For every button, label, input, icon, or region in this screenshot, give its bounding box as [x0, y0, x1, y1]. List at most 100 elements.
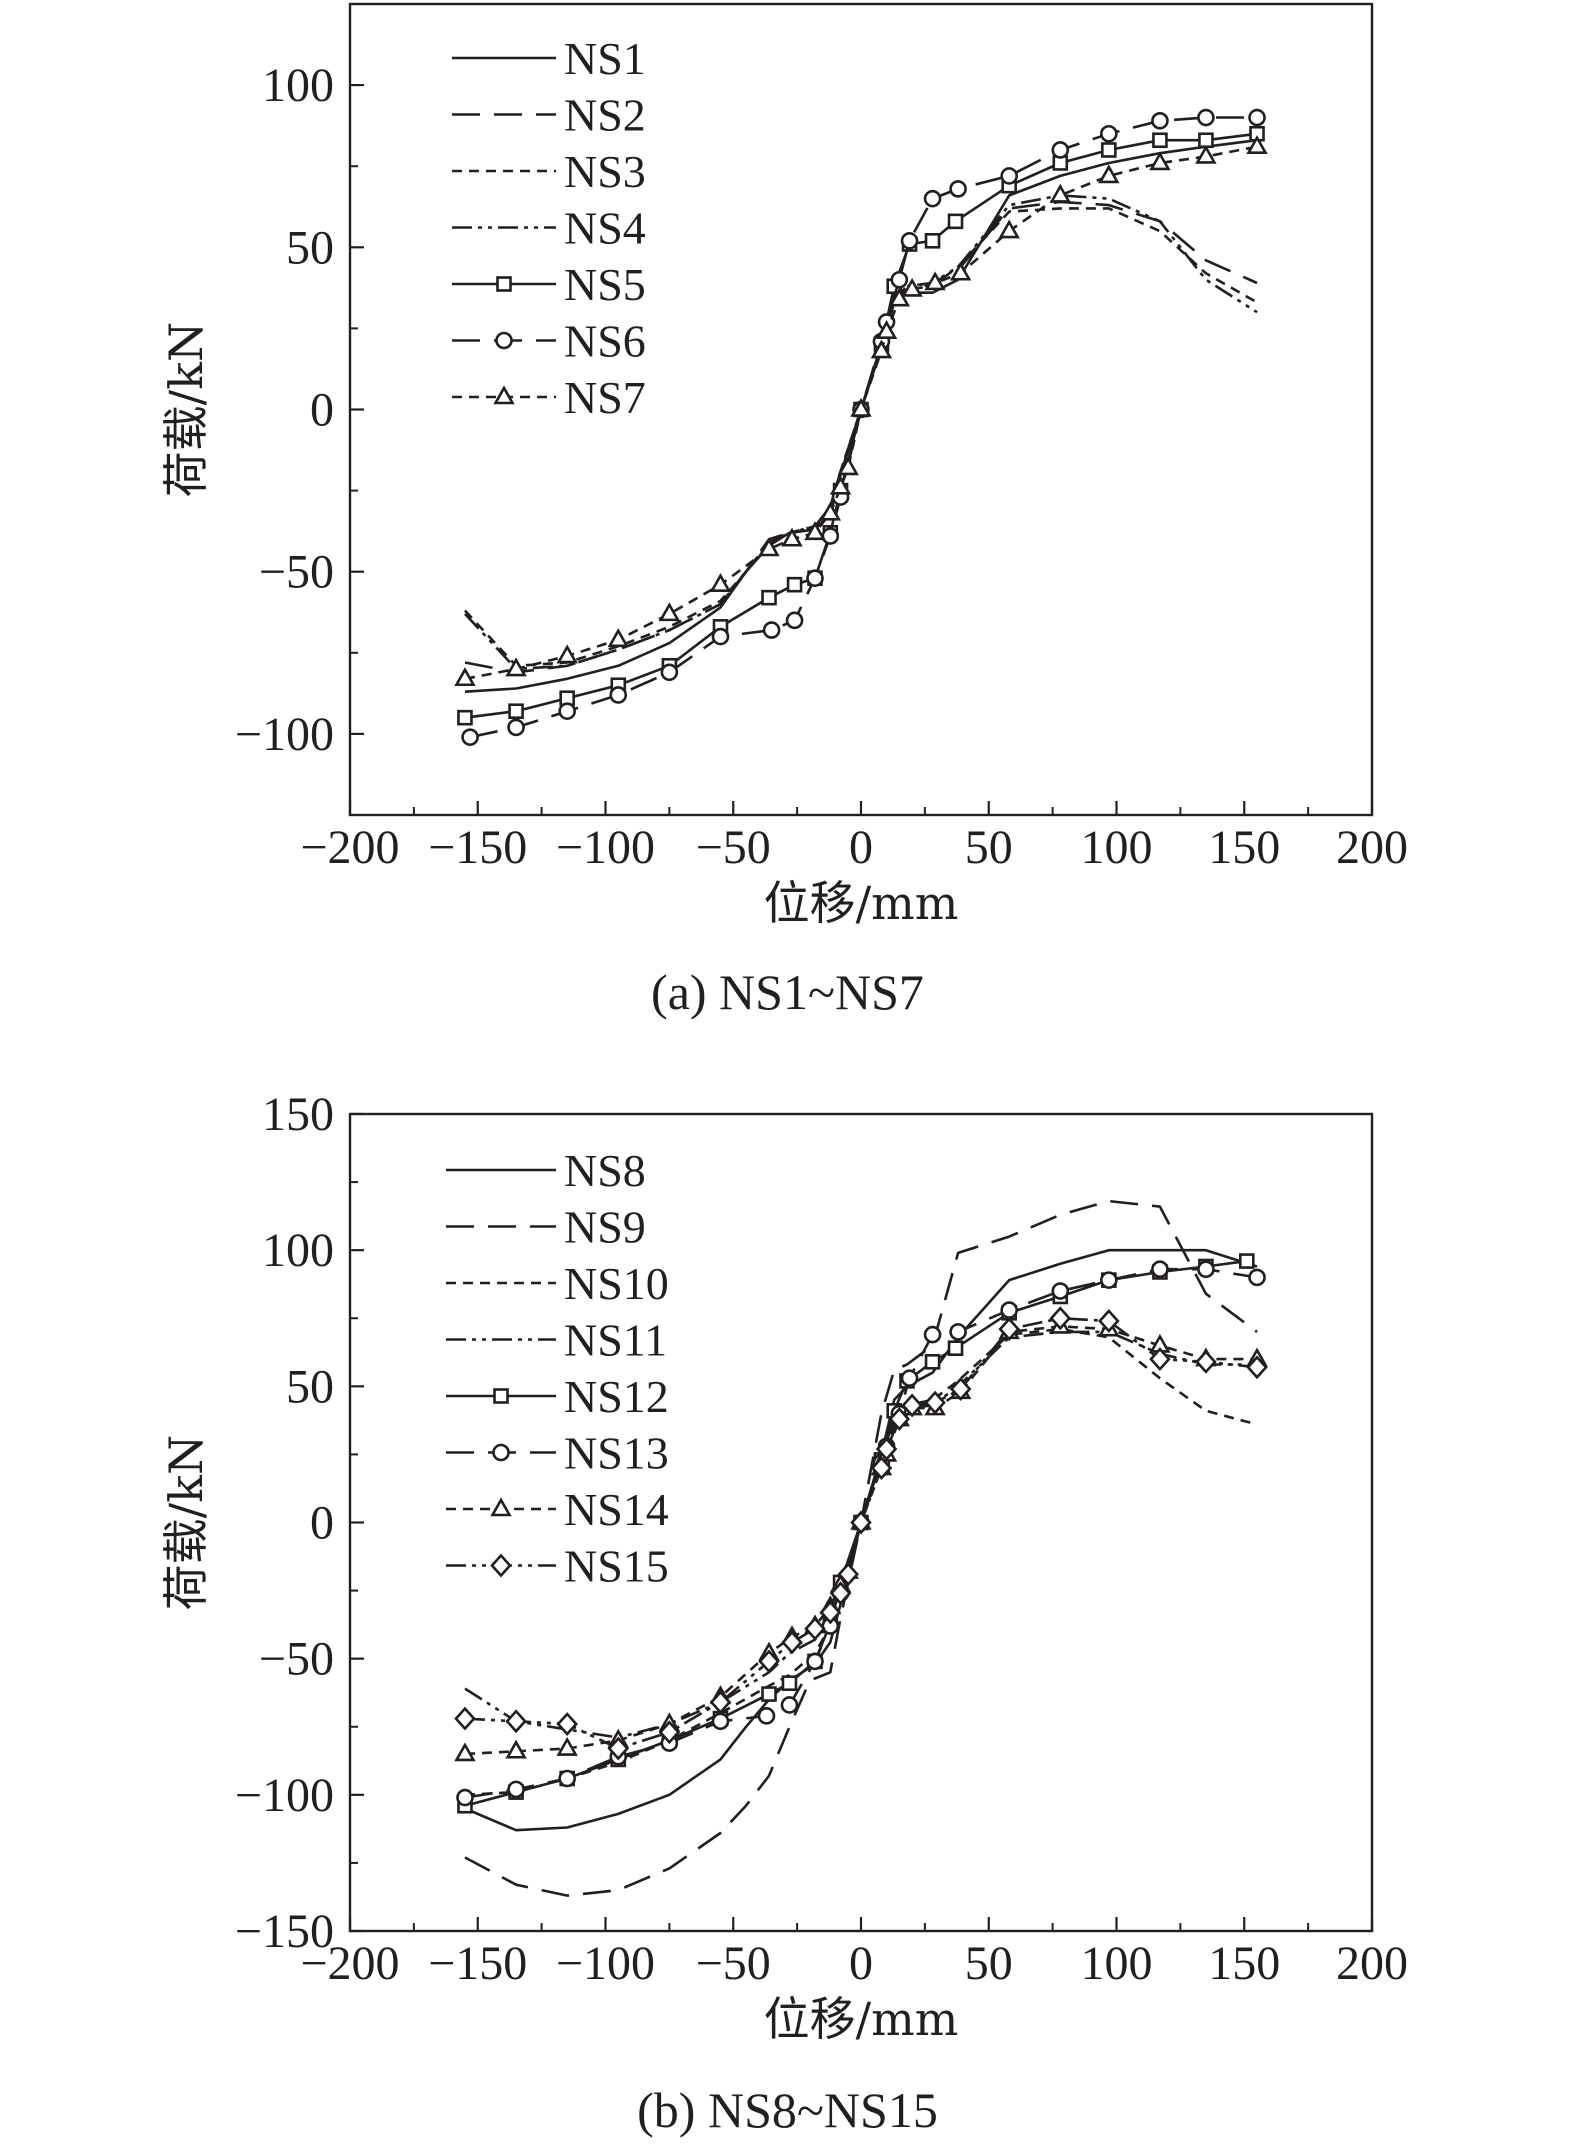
data-point-ns14 [505, 1739, 527, 1759]
data-point-ns6 [660, 663, 679, 682]
y-tick-label: −50 [259, 1633, 334, 1686]
data-point-ns5 [1152, 132, 1168, 149]
y-axis-title: 荷载/kN [159, 322, 213, 498]
x-tick-label: 150 [1208, 1937, 1280, 1990]
figure-b: −200 −150 −100 −50 0 50 100 150 200 −150 −100 −50 0 5… [0, 1080, 1575, 2150]
data-point-ns6 [923, 189, 942, 208]
data-point-ns6 [711, 627, 730, 646]
legend-label-ns13: NS13 [564, 1428, 669, 1479]
data-point-ns5 [1198, 132, 1214, 149]
x-tick-label: −50 [696, 821, 771, 874]
x-axis-title: 位移/mm [764, 1992, 959, 2046]
data-point-ns7 [875, 320, 898, 339]
x-tick-label: 100 [1081, 821, 1153, 874]
x-tick-label: −200 [300, 821, 399, 874]
data-point-ns15 [556, 1712, 578, 1736]
data-point-ns7 [804, 521, 826, 541]
data-point-ns7 [505, 657, 527, 677]
caption-b: (b) NS8~NS15 [637, 2082, 938, 2138]
legend-marker-ns5 [496, 276, 512, 292]
y-tick-label: −100 [235, 1769, 334, 1822]
legend-label-ns12: NS12 [564, 1371, 669, 1422]
data-point-ns13 [1051, 1282, 1070, 1300]
data-point-ns13 [757, 1707, 776, 1725]
x-tick-label: 150 [1208, 821, 1280, 874]
data-point-ns7 [924, 271, 946, 291]
data-point-ns12 [924, 1354, 941, 1370]
data-point-ns13 [456, 1788, 474, 1807]
data-point-ns13 [558, 1769, 576, 1788]
y-tick-label: −150 [235, 1905, 334, 1958]
data-point-ns5 [761, 589, 777, 606]
y-tick-label: 0 [310, 384, 334, 437]
chart-a: −200 −150 −100 −50 0 50 100 150 200 −100 −50 0 50 100… [159, 2, 1408, 930]
data-point-ns7 [556, 644, 578, 664]
y-tick-label: −50 [259, 546, 334, 599]
series-ns6 [461, 108, 1266, 746]
x-tick-label: −200 [300, 1937, 399, 1990]
data-point-ns6 [785, 611, 804, 630]
data-point-ns6 [890, 270, 909, 289]
legend-label-ns4: NS4 [564, 203, 646, 254]
data-point-ns15 [454, 1706, 476, 1731]
x-tick-label: 0 [849, 1937, 873, 1990]
legend-label-ns9: NS9 [564, 1202, 646, 1253]
data-point-ns15 [758, 1649, 780, 1674]
y-tick-label: 100 [262, 59, 334, 112]
x-tick-label: 100 [1081, 1937, 1153, 1990]
figure-a: −200 −150 −100 −50 0 50 100 150 200 −100 −50 0 50 100… [0, 0, 1575, 1040]
data-point-ns5 [457, 709, 473, 726]
data-point-ns15 [709, 1690, 732, 1715]
data-point-ns15 [1049, 1306, 1072, 1331]
legend-marker-ns12 [493, 1388, 509, 1404]
legend-label-ns8: NS8 [564, 1145, 646, 1196]
data-point-ns12 [947, 1340, 964, 1357]
data-point-ns7 [837, 456, 859, 476]
caption-a: (a) NS1~NS7 [651, 964, 924, 1020]
data-point-ns7 [758, 537, 780, 557]
data-point-ns7 [870, 339, 893, 359]
data-point-ns6 [507, 718, 525, 737]
data-point-ns7 [658, 602, 681, 622]
data-point-ns15 [998, 1317, 1020, 1342]
data-point-ns6 [1151, 111, 1169, 130]
data-point-ns15 [1098, 1309, 1120, 1333]
y-tick-label: 50 [286, 221, 334, 274]
x-tick-label: 50 [965, 821, 1013, 874]
data-point-ns7 [949, 261, 972, 281]
legend-marker-ns7 [493, 385, 515, 405]
data-point-ns15 [781, 1630, 803, 1655]
data-point-ns15 [804, 1616, 826, 1641]
data-point-ns15 [837, 1562, 859, 1587]
data-point-ns15 [658, 1720, 681, 1745]
x-tick-label: −50 [696, 1937, 771, 1990]
series-ns4 [464, 194, 1258, 671]
data-point-ns13 [1197, 1260, 1215, 1279]
data-point-ns13 [1151, 1260, 1169, 1279]
x-tick-label: 200 [1336, 821, 1408, 874]
data-point-ns13 [923, 1325, 942, 1344]
data-point-ns6 [821, 527, 840, 545]
data-point-ns5 [1101, 142, 1117, 158]
data-point-ns7 [998, 219, 1020, 239]
data-point-ns7 [888, 287, 911, 307]
data-point-ns7 [819, 501, 842, 521]
data-point-ns7 [1195, 144, 1217, 164]
data-point-ns13 [1248, 1268, 1266, 1287]
y-axis-title: 荷载/kN [159, 1435, 213, 1611]
y-tick-label: 100 [262, 1224, 334, 1277]
data-point-ns7 [1149, 151, 1171, 171]
data-point-ns12 [1239, 1253, 1255, 1269]
data-point-ns5 [786, 576, 803, 593]
data-point-ns7 [850, 397, 872, 417]
data-point-ns15 [924, 1390, 946, 1415]
legend-label-ns11: NS11 [564, 1315, 667, 1366]
x-axis-title: 位移/mm [764, 876, 959, 930]
data-point-ns6 [1000, 167, 1018, 185]
x-tick-label: −150 [428, 821, 527, 874]
data-point-ns5 [947, 213, 964, 230]
legend-label-ns10: NS10 [564, 1258, 669, 1309]
legend-label-ns7: NS7 [564, 372, 646, 423]
data-point-ns15 [829, 1581, 852, 1606]
data-point-ns15 [949, 1377, 972, 1401]
